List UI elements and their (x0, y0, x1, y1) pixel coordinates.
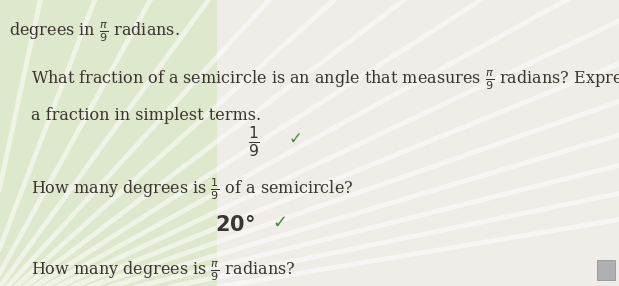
Text: $\checkmark$: $\checkmark$ (288, 130, 301, 147)
Text: How many degrees is $\frac{\pi}{9}$ radians?: How many degrees is $\frac{\pi}{9}$ radi… (31, 259, 295, 283)
Bar (0, 0, 217, 286)
Text: What fraction of a semicircle is an angle that measures $\frac{\pi}{9}$ radians?: What fraction of a semicircle is an angl… (31, 69, 619, 92)
Bar (597, 260, 615, 280)
Text: $\frac{1}{9}$: $\frac{1}{9}$ (248, 124, 260, 159)
Text: How many degrees is $\frac{1}{9}$ of a semicircle?: How many degrees is $\frac{1}{9}$ of a s… (31, 176, 353, 202)
Text: a fraction in simplest terms.: a fraction in simplest terms. (31, 107, 261, 124)
Text: degrees in $\frac{\pi}{9}$ radians.: degrees in $\frac{\pi}{9}$ radians. (9, 20, 180, 44)
Text: $\mathbf{20°}$: $\mathbf{20°}$ (215, 214, 255, 235)
Text: $\checkmark$: $\checkmark$ (272, 213, 287, 231)
